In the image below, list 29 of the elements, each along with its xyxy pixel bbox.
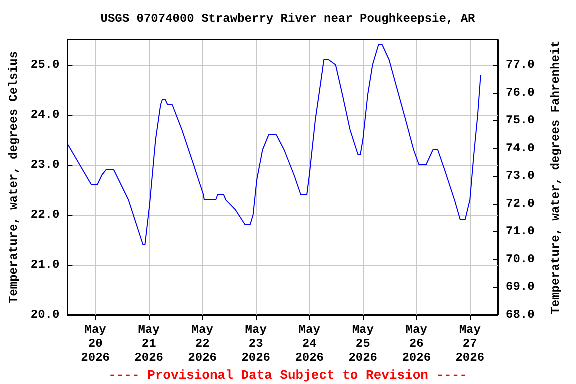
chart-title: USGS 07074000 Strawberry River near Poughkeepsie, AR (100, 12, 476, 26)
y2-axis-title: Temperature, water, degrees Fahrenheit (549, 40, 563, 314)
y-tick-label: 23.0 (30, 158, 60, 172)
x-tick-label: May 24 2026 (295, 323, 324, 365)
y-tick-label: 21.0 (30, 258, 60, 272)
y2-tick-label: 77.0 (506, 58, 535, 72)
x-tick-label: May 25 2026 (348, 323, 378, 365)
x-tick-label: May 22 2026 (188, 323, 217, 365)
y2-tick-label: 75.0 (506, 114, 535, 128)
x-tick-label: May 23 2026 (242, 323, 271, 365)
y-tick-label: 20.0 (30, 308, 60, 322)
y2-tick-label: 68.0 (506, 308, 535, 322)
y2-tick-label: 71.0 (506, 224, 535, 239)
y2-tick-label: 69.0 (506, 280, 535, 294)
x-tick-label: May 21 2026 (134, 323, 164, 365)
y2-tick-label: 72.0 (506, 196, 535, 211)
y-tick-label: 25.0 (30, 58, 60, 72)
y-axis-title: Temperature, water, degrees Celsius (7, 51, 21, 304)
y2-tick-label: 76.0 (506, 86, 535, 100)
y-tick-label: 22.0 (30, 208, 60, 222)
y-tick-label: 24.0 (30, 108, 60, 122)
x-tick-label: May 20 2026 (81, 323, 110, 365)
y2-tick-label: 74.0 (506, 141, 535, 156)
text: ---- Provisional Data Subject to Revision ---- (108, 368, 468, 383)
x-tick-label: May 26 2026 (402, 323, 432, 365)
y2-tick-label: 73.0 (506, 169, 535, 184)
line-series (68, 44, 482, 246)
y2-tick-label: 70.0 (506, 252, 535, 266)
x-tick-label: May 27 2026 (456, 323, 485, 365)
